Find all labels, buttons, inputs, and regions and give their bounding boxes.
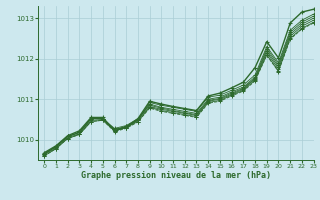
X-axis label: Graphe pression niveau de la mer (hPa): Graphe pression niveau de la mer (hPa)	[81, 171, 271, 180]
